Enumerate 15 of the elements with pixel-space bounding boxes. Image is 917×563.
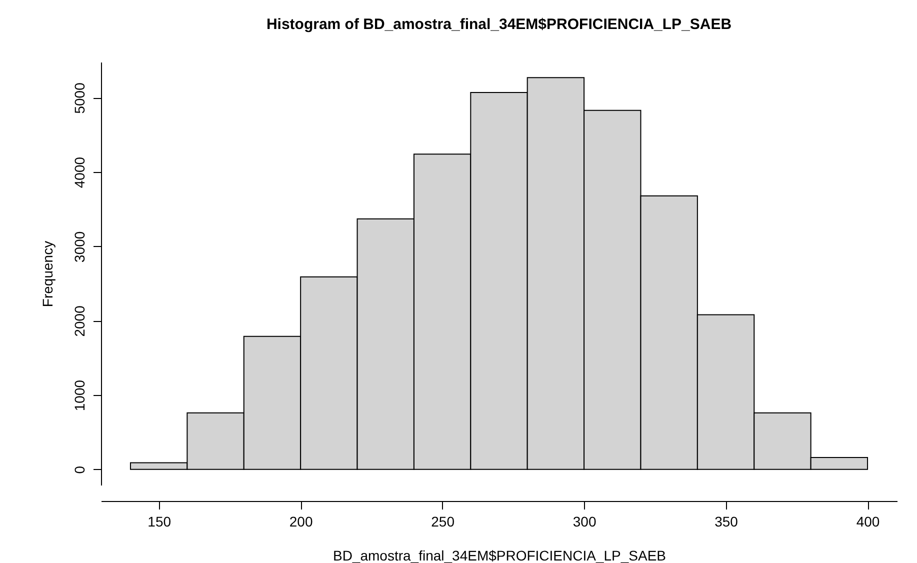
y-tick-label: 4000 [72,156,88,188]
x-tick-label: 350 [714,514,738,530]
y-axis-title: Frequency [40,240,56,308]
x-tick-label: 400 [856,514,880,530]
chart-title: Histogram of BD_amostra_final_34EM$PROFICIENCIA_LP_SAEB [266,16,732,33]
y-tick-label: 5000 [72,82,88,114]
y-tick-label: 0 [72,466,88,474]
x-tick-label: 250 [431,514,455,530]
x-tick-label: 300 [572,514,596,530]
y-tick-label: 3000 [72,231,88,262]
y-tick-label: 2000 [72,305,88,337]
x-axis-title: BD_amostra_final_34EM$PROFICIENCIA_LP_SAEB [332,548,666,563]
x-tick-label: 200 [289,514,313,530]
x-tick-label: 150 [148,514,172,530]
y-tick-label: 1000 [72,380,88,412]
